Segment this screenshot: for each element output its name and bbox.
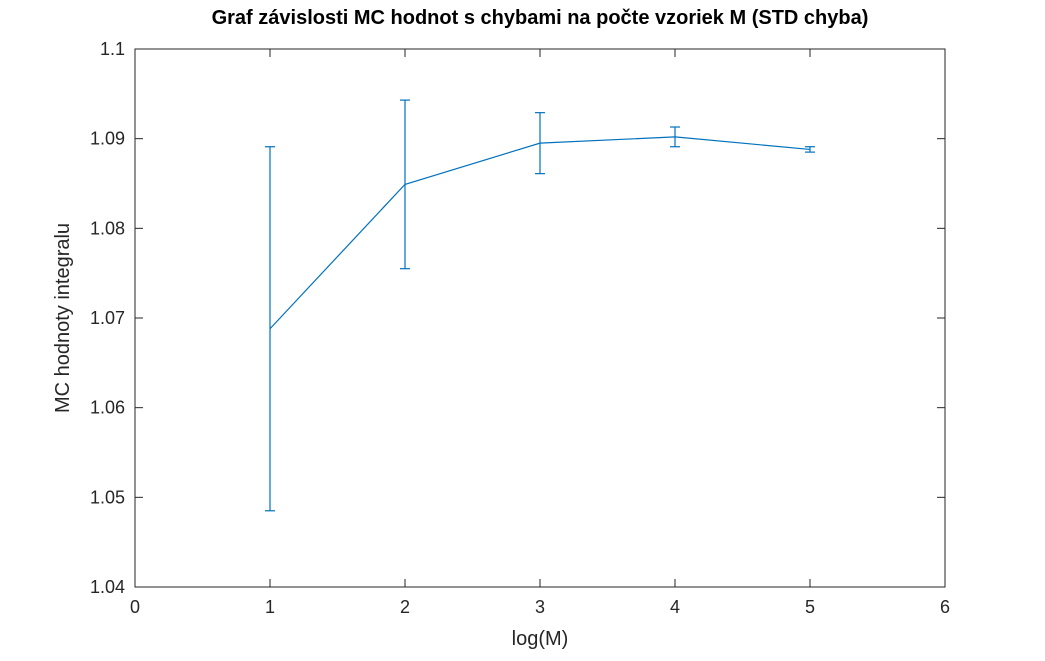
x-tick-label: 6 [940, 597, 950, 617]
series-lines [269, 136, 811, 330]
x-tick-label: 3 [535, 597, 545, 617]
x-tick-label: 0 [130, 597, 140, 617]
y-axis-ticks: 1.04 1.05 1.06 1.07 1.08 1.09 1.1 [90, 39, 945, 597]
y-tick-label: 1.1 [100, 39, 125, 59]
y-tick-label: 1.04 [90, 577, 125, 597]
x-tick-label: 1 [265, 597, 275, 617]
x-tick-label: 2 [400, 597, 410, 617]
y-tick-label: 1.09 [90, 129, 125, 149]
series-line [269, 136, 811, 330]
y-tick-label: 1.06 [90, 398, 125, 418]
chart-title: Graf závislosti MC hodnot s chybami na p… [212, 7, 869, 29]
y-tick-label: 1.08 [90, 218, 125, 238]
x-axis-label: log(M) [512, 628, 569, 650]
x-tick-label: 4 [670, 597, 680, 617]
x-axis-ticks: 0 1 2 3 4 5 6 [130, 49, 950, 617]
x-tick-label: 5 [805, 597, 815, 617]
y-tick-label: 1.07 [90, 308, 125, 328]
y-tick-label: 1.05 [90, 487, 125, 507]
y-axis-label: MC hodnoty integralu [52, 223, 74, 413]
